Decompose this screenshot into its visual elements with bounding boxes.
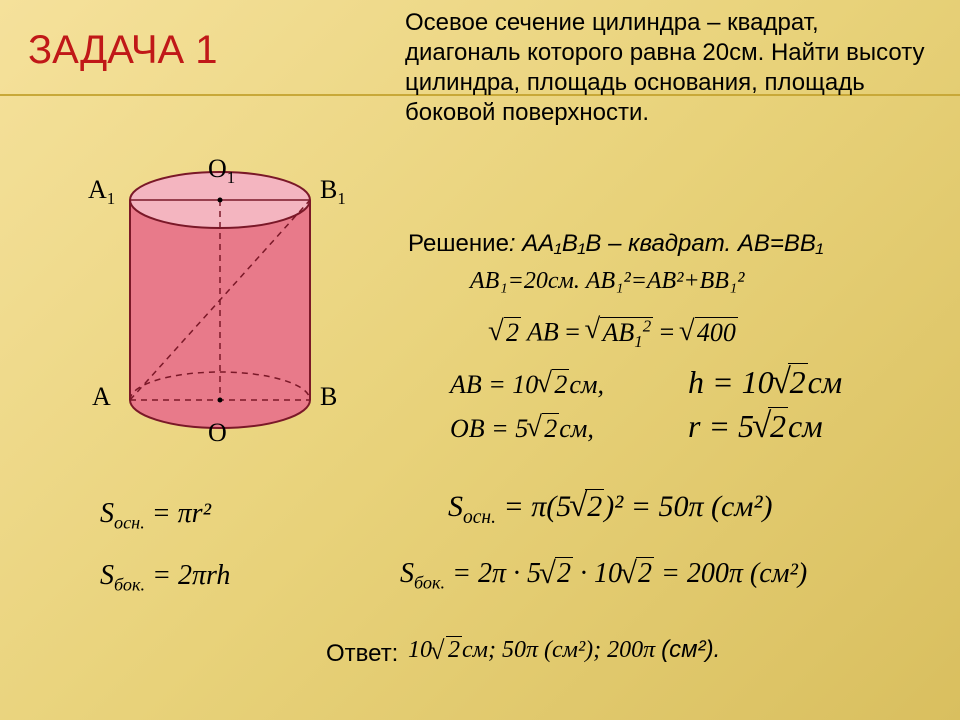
label-A1: A1 [88,175,115,209]
math-OB: OB = 52см, [450,414,594,444]
math-r: r = 52см [688,408,823,445]
formula-sbok: Sбок. = 2πrh [100,560,230,596]
result-sbok: Sбок. = 2π · 52 · 102 = 200π (см²) [400,558,807,594]
label-B1: B1 [320,175,346,209]
label-O1: O1 [208,154,235,188]
math-h: h = 102см [688,364,842,401]
label-B: B [320,382,337,412]
problem-text: Осевое сечение цилиндра – квадрат, диаго… [405,8,933,128]
result-sosn: Sосн. = π(52)² = 50π (см²) [448,490,772,529]
cylinder-diagram: A1 O1 B1 A B O [90,160,350,460]
answer-label: Ответ: [326,640,398,668]
label-A: A [92,382,111,412]
task-title: ЗАДАЧА 1 [28,28,218,73]
math-line-sqrt: 2 AB = AB12 = 400 [490,316,738,352]
solution-heading: Решение: AA₁B₁B – квадрат. AB=BB₁ [408,230,823,258]
answer-text: 102см; 50π (см²); 200π (см²). [408,636,720,664]
math-line-ab1: AB₁=20см. AB₁²=AB²+BB₁² [470,268,744,295]
label-O: O [208,418,227,448]
formula-sosn: Sосн. = πr² [100,498,211,534]
math-AB: AB = 102см, [450,370,604,400]
